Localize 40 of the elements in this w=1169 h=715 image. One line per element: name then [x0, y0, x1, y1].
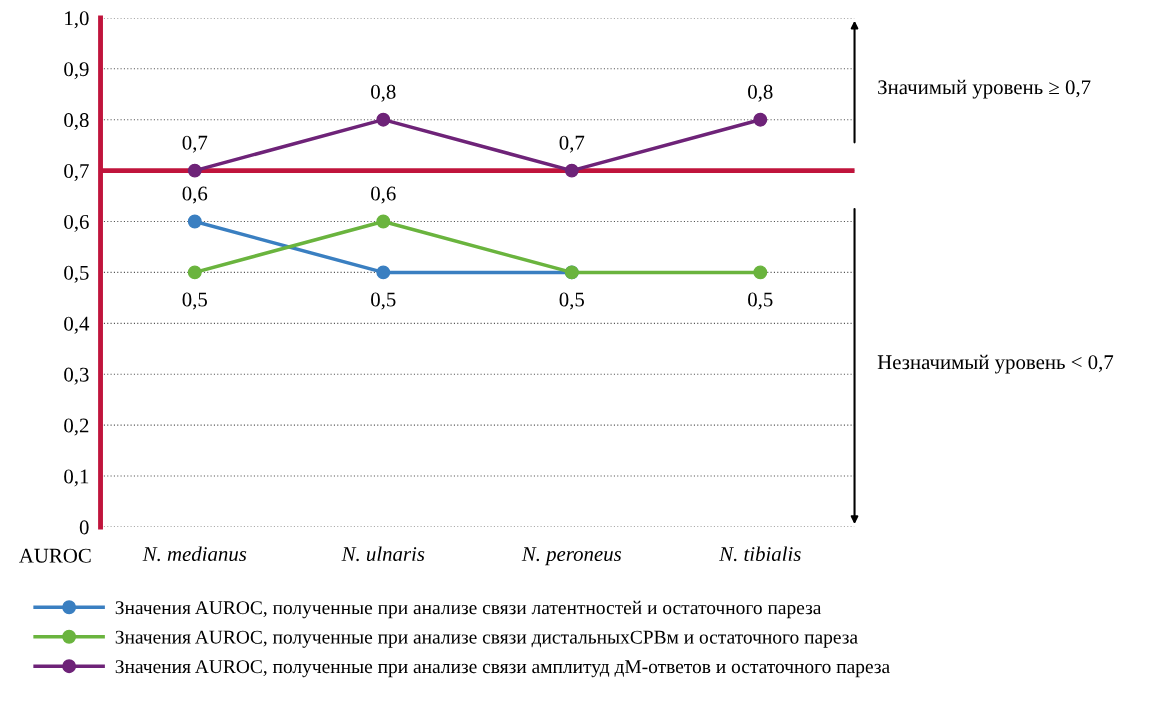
- point: [753, 112, 768, 127]
- data-label: 0,6: [371, 186, 396, 204]
- legend-label: Значения AUROC, полученные при анализе связи латентностей и остаточного пареза: [115, 600, 822, 619]
- y-tick-label: 0,5: [64, 265, 89, 283]
- point: [753, 265, 768, 280]
- x-tick-label: N. ulnaris: [341, 546, 425, 562]
- data-label: 0,5: [182, 292, 207, 310]
- y-tick-label: 0,3: [64, 367, 89, 385]
- y-tick-label: 0,6: [64, 214, 89, 232]
- y-tick-label: 0,9: [64, 62, 89, 80]
- point: [564, 163, 579, 178]
- data-label: 0,5: [371, 292, 396, 310]
- y-tick-label: 0,7: [64, 163, 89, 182]
- data-label: 0,5: [559, 292, 584, 310]
- data-label: 0,8: [371, 84, 396, 102]
- data-label: 0,7: [559, 135, 585, 153]
- point: [376, 112, 391, 127]
- x-tick-label: N. tibialis: [719, 546, 801, 562]
- data-label: 0,8: [748, 84, 773, 102]
- y-axis-title: AUROC: [19, 548, 91, 563]
- point: [187, 163, 202, 178]
- y-tick-label: 0,4: [64, 316, 90, 334]
- point: [376, 214, 391, 229]
- y-tick-label: 0,2: [64, 418, 89, 436]
- x-tick-label: N. peroneus: [521, 547, 622, 566]
- legend-label: Значения AUROC, полученные при анализе связи амплитуд дМ-ответов и остаточного пареза: [115, 660, 890, 678]
- text: Значимый уровень ≥ 0,7: [878, 79, 1091, 99]
- data-label: 0,5: [748, 292, 773, 310]
- data-label: 0,6: [182, 186, 208, 204]
- point: [187, 214, 202, 229]
- data-label: 0,7: [182, 135, 208, 153]
- y-tick-label: 0,1: [64, 469, 89, 487]
- point: [376, 265, 391, 280]
- x-tick-label: N. medianus: [142, 546, 247, 562]
- text: Незначимый уровень < 0,7: [877, 354, 1114, 374]
- legend-label: Значения AUROC, полученные при анализе связи дистальныхСРВм и остаточного пареза: [115, 630, 858, 648]
- y-tick-label: 0,8: [64, 113, 89, 131]
- y-tick-label: 0: [79, 520, 89, 535]
- y-tick-label: 1,0: [65, 11, 89, 29]
- point: [187, 265, 202, 280]
